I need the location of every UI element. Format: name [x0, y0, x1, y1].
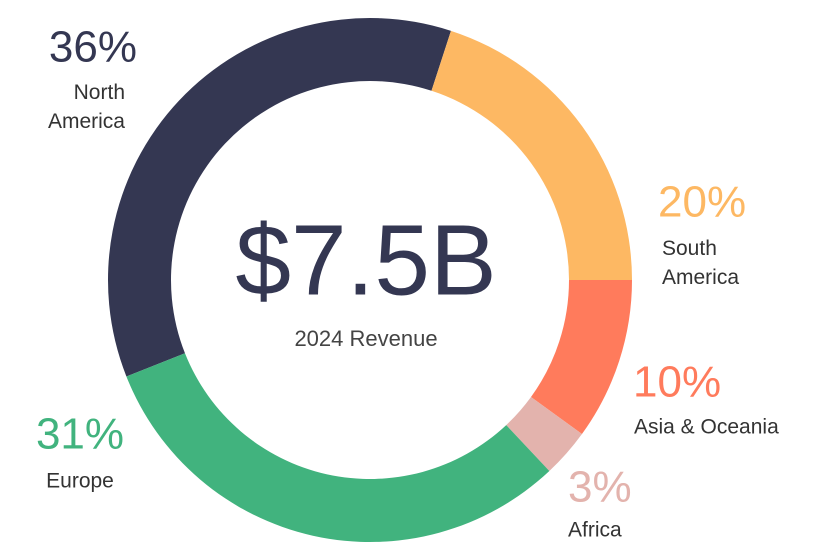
donut-segment [530, 280, 632, 434]
donut-segment [506, 396, 582, 471]
center-label: 2024 Revenue [294, 326, 437, 351]
value-label: 31% [36, 410, 124, 459]
donut-segment [431, 30, 632, 280]
value-label: 20% [658, 178, 746, 227]
value-label: 10% [633, 358, 721, 407]
category-label-line: America [48, 110, 125, 133]
value-label: 36% [49, 23, 137, 72]
category-label: North America [48, 81, 125, 133]
category-label: South America [662, 237, 739, 289]
category-label: Asia & Oceania [634, 416, 779, 439]
category-label-line: North [74, 81, 125, 104]
value-label: 3% [568, 463, 632, 512]
category-label: Europe [46, 470, 114, 493]
donut-segment [108, 17, 451, 377]
category-label: Africa [568, 519, 622, 542]
donut-segment [126, 353, 550, 542]
center-value: $7.5B [235, 204, 496, 316]
category-label-line: America [662, 266, 739, 289]
category-label-line: South [662, 237, 717, 260]
